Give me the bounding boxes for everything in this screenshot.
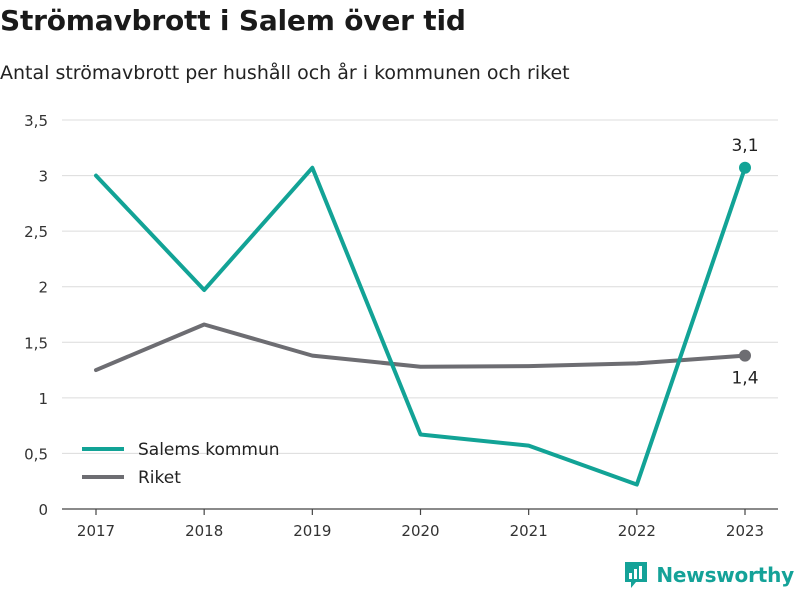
x-tick-label: 2020 [401, 522, 439, 540]
x-tick-label: 2018 [185, 522, 223, 540]
y-tick-label: 1,5 [24, 334, 48, 352]
newsworthy-logo-icon [625, 562, 648, 588]
y-tick-label: 2,5 [24, 223, 48, 241]
y-tick-label: 2 [38, 279, 48, 297]
line-chart: 0 0,5 1 1,5 2 2,5 3 3,5 2017 2018 2019 2020 2021 2022… [24, 112, 778, 540]
series-line-riket [94, 322, 747, 373]
legend-label: Riket [138, 468, 181, 488]
x-tick-label: 2022 [618, 522, 656, 540]
brand-name: Newsworthy [656, 563, 794, 587]
chart-title: Strömavbrott i Salem över tid [0, 4, 466, 37]
series-line-salems-kommun [94, 165, 747, 487]
y-tick-label: 0 [38, 501, 48, 519]
data-label: 3,1 [731, 136, 758, 156]
y-tick-label: 3,5 [24, 112, 48, 130]
x-tick-label: 2023 [726, 522, 764, 540]
series-end-point [739, 161, 751, 174]
data-label: 1,4 [731, 369, 758, 389]
y-tick-label: 1 [38, 390, 48, 408]
x-tick-label: 2019 [293, 522, 331, 540]
chart-subtitle: Antal strömavbrott per hushåll och år i … [0, 62, 570, 84]
y-tick-label: 0,5 [24, 445, 48, 463]
y-tick-label: 3 [38, 168, 48, 186]
legend-label: Salems kommun [138, 440, 280, 460]
x-tick-label: 2017 [77, 522, 115, 540]
brand-logo: Newsworthy [623, 560, 794, 590]
series-end-point [739, 349, 751, 362]
x-tick-label: 2021 [510, 522, 548, 540]
